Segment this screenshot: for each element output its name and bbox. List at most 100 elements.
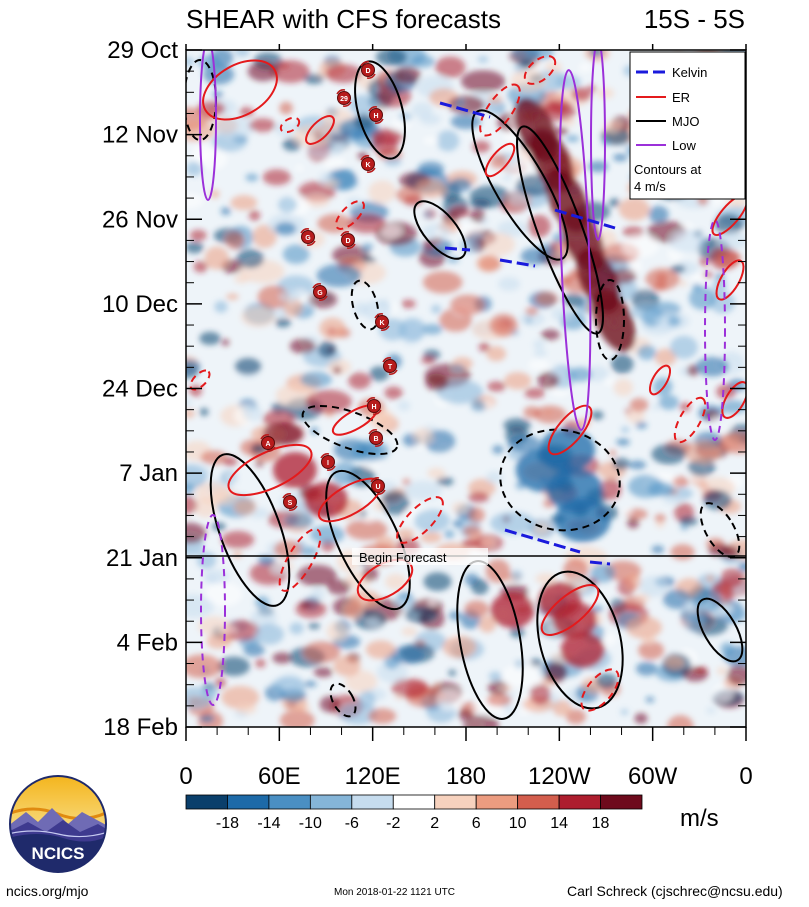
shear-cell [300,371,333,388]
svg-text:H: H [373,113,378,120]
shear-cell [279,289,301,304]
colorbar-label: -10 [299,815,322,832]
shear-cell [503,418,531,433]
shear-cell [628,460,647,470]
contour [554,208,616,230]
shear-cell [667,316,681,327]
shear-cell [560,275,573,284]
chart-title: SHEAR with CFS forecasts [186,4,501,34]
storm-marker: K [360,155,376,173]
shear-cell [662,589,692,610]
shear-cell [655,520,665,529]
shear-cell [488,671,502,682]
shear-cell [248,210,261,221]
shear-cell [566,709,586,725]
shear-cell [257,285,290,310]
shear-cell [480,536,496,548]
shear-cell [664,655,685,670]
shear-cell [345,519,388,541]
shear-cell [611,354,634,374]
shear-cell [204,246,229,270]
shear-cell [467,507,485,523]
shear-cell [380,490,410,515]
shear-cell [456,222,483,236]
shear-cell [566,135,580,143]
shear-cell [578,62,592,73]
shear-cell [413,509,450,532]
shear-cell [467,492,490,503]
shear-cell [609,449,617,457]
shear-cell [616,438,630,446]
shear-cell [669,335,698,359]
shear-cell [618,197,650,221]
shear-cell [519,311,545,327]
shear-cell [478,342,490,353]
footer-url[interactable]: ncics.org/mjo [6,883,89,899]
contour [305,115,335,145]
y-tick-label: 4 Feb [117,629,178,656]
forecast-label-bg [352,548,488,565]
contour [504,528,581,554]
shear-cell [471,578,489,595]
contour [540,584,600,636]
shear-cell [198,54,222,70]
shear-cell [317,340,337,358]
shear-cell [274,222,297,236]
shear-cell [317,213,352,233]
shear-cell [639,575,668,597]
shear-cell [348,213,386,234]
x-tick-label: 0 [179,763,192,790]
storm-marker: G [300,228,316,246]
shear-cell [249,118,276,133]
shear-cell [206,633,232,649]
y-tick-label: 21 Jan [106,545,178,572]
legend-kelvin-label: Kelvin [672,65,707,80]
shear-cell [545,61,562,74]
shear-cell [303,680,317,688]
shear-cell [638,640,664,660]
shear-cell [515,448,572,492]
storm-marker: G [312,283,328,301]
shear-cell [706,707,716,714]
shear-cell [210,189,220,199]
shear-cell [255,623,284,645]
shear-cell [427,598,437,608]
shear-cell [668,229,707,254]
colorbar-swatch [392,794,436,810]
shear-cell [199,331,221,346]
contour [325,469,411,611]
shear-cell [232,551,243,559]
svg-text:K: K [379,320,384,327]
shear-cell [621,426,630,434]
shear-cell [189,384,203,397]
contour [673,396,707,444]
shear-cell [398,112,412,121]
shear-cell [634,713,648,724]
shear-cell [225,620,260,641]
shear-cell [450,294,485,316]
shear-cell [380,224,402,239]
shear-cell [369,366,390,382]
colorbar-swatch [185,794,228,810]
ncics-logo: NCICS [9,775,107,873]
shear-cell [626,616,662,639]
shear-cell [348,372,371,390]
shear-cell [202,569,230,584]
shear-cell [723,425,732,434]
contour [413,200,467,260]
shear-cell [497,220,528,237]
shear-cell [450,113,481,130]
logo-text: NCICS [32,844,85,863]
shear-cell [186,398,192,407]
colorbar-label: -6 [345,815,359,832]
shear-cell [599,478,622,500]
shear-cell [486,693,512,707]
x-tick-label: 60E [258,763,301,790]
shear-cell [535,291,558,306]
shear-cell [308,622,321,630]
shear-cell [193,260,208,273]
shear-cell [326,621,348,642]
shear-cell [196,551,217,569]
shear-cell [325,179,340,188]
shear-cell [492,445,504,454]
